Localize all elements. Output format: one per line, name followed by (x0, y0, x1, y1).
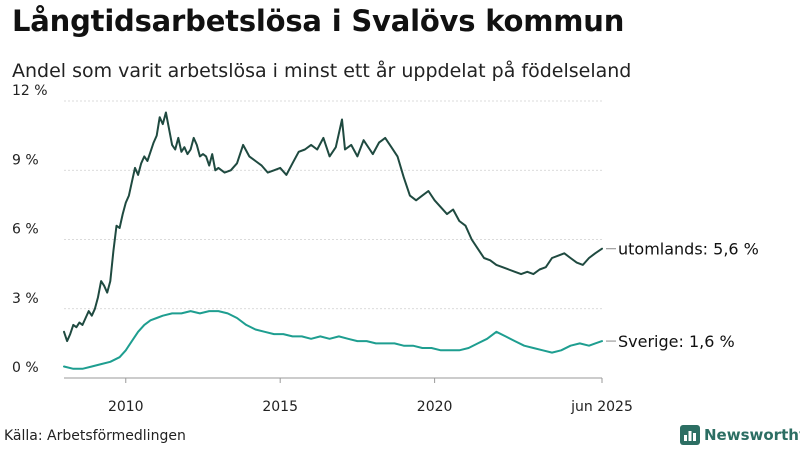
brand-name: Newsworthy (704, 426, 800, 444)
gridlines (64, 100, 602, 379)
y-axis-ticks: 0 % 3 % 6 % 9 % 12 % (12, 83, 48, 376)
source-note: Källa: Arbetsförmedlingen (4, 428, 186, 444)
end-label-utomlands: utomlands: 5,6 % (618, 240, 759, 259)
y-tick-label: 12 % (12, 83, 48, 99)
chart-subtitle: Andel som varit arbetslösa i minst ett å… (12, 60, 632, 82)
x-tick-label: 2010 (108, 399, 144, 415)
series-lines (63, 111, 603, 370)
y-tick-label: 9 % (12, 152, 39, 168)
y-tick-label: 6 % (12, 222, 39, 238)
newsworthy-logo-icon (680, 425, 700, 445)
page-title: Långtidsarbetslösa i Svalövs kommun (12, 4, 625, 38)
y-tick-label: 0 % (12, 360, 39, 376)
x-tick-label: 2020 (417, 399, 453, 415)
x-axis-ticks: 2010 2015 2020 jun 2025 (108, 378, 633, 415)
brand-logo: Newsworthy (680, 425, 800, 445)
x-tick-label: 2015 (262, 399, 298, 415)
end-label-sverige: Sverige: 1,6 % (618, 332, 735, 351)
x-tick-label: jun 2025 (570, 399, 633, 415)
series-line-sverige (63, 310, 603, 370)
series-end-labels: utomlands: 5,6 % Sverige: 1,6 % (606, 240, 759, 351)
series-line-utomlands (63, 111, 603, 343)
y-tick-label: 3 % (12, 291, 39, 307)
